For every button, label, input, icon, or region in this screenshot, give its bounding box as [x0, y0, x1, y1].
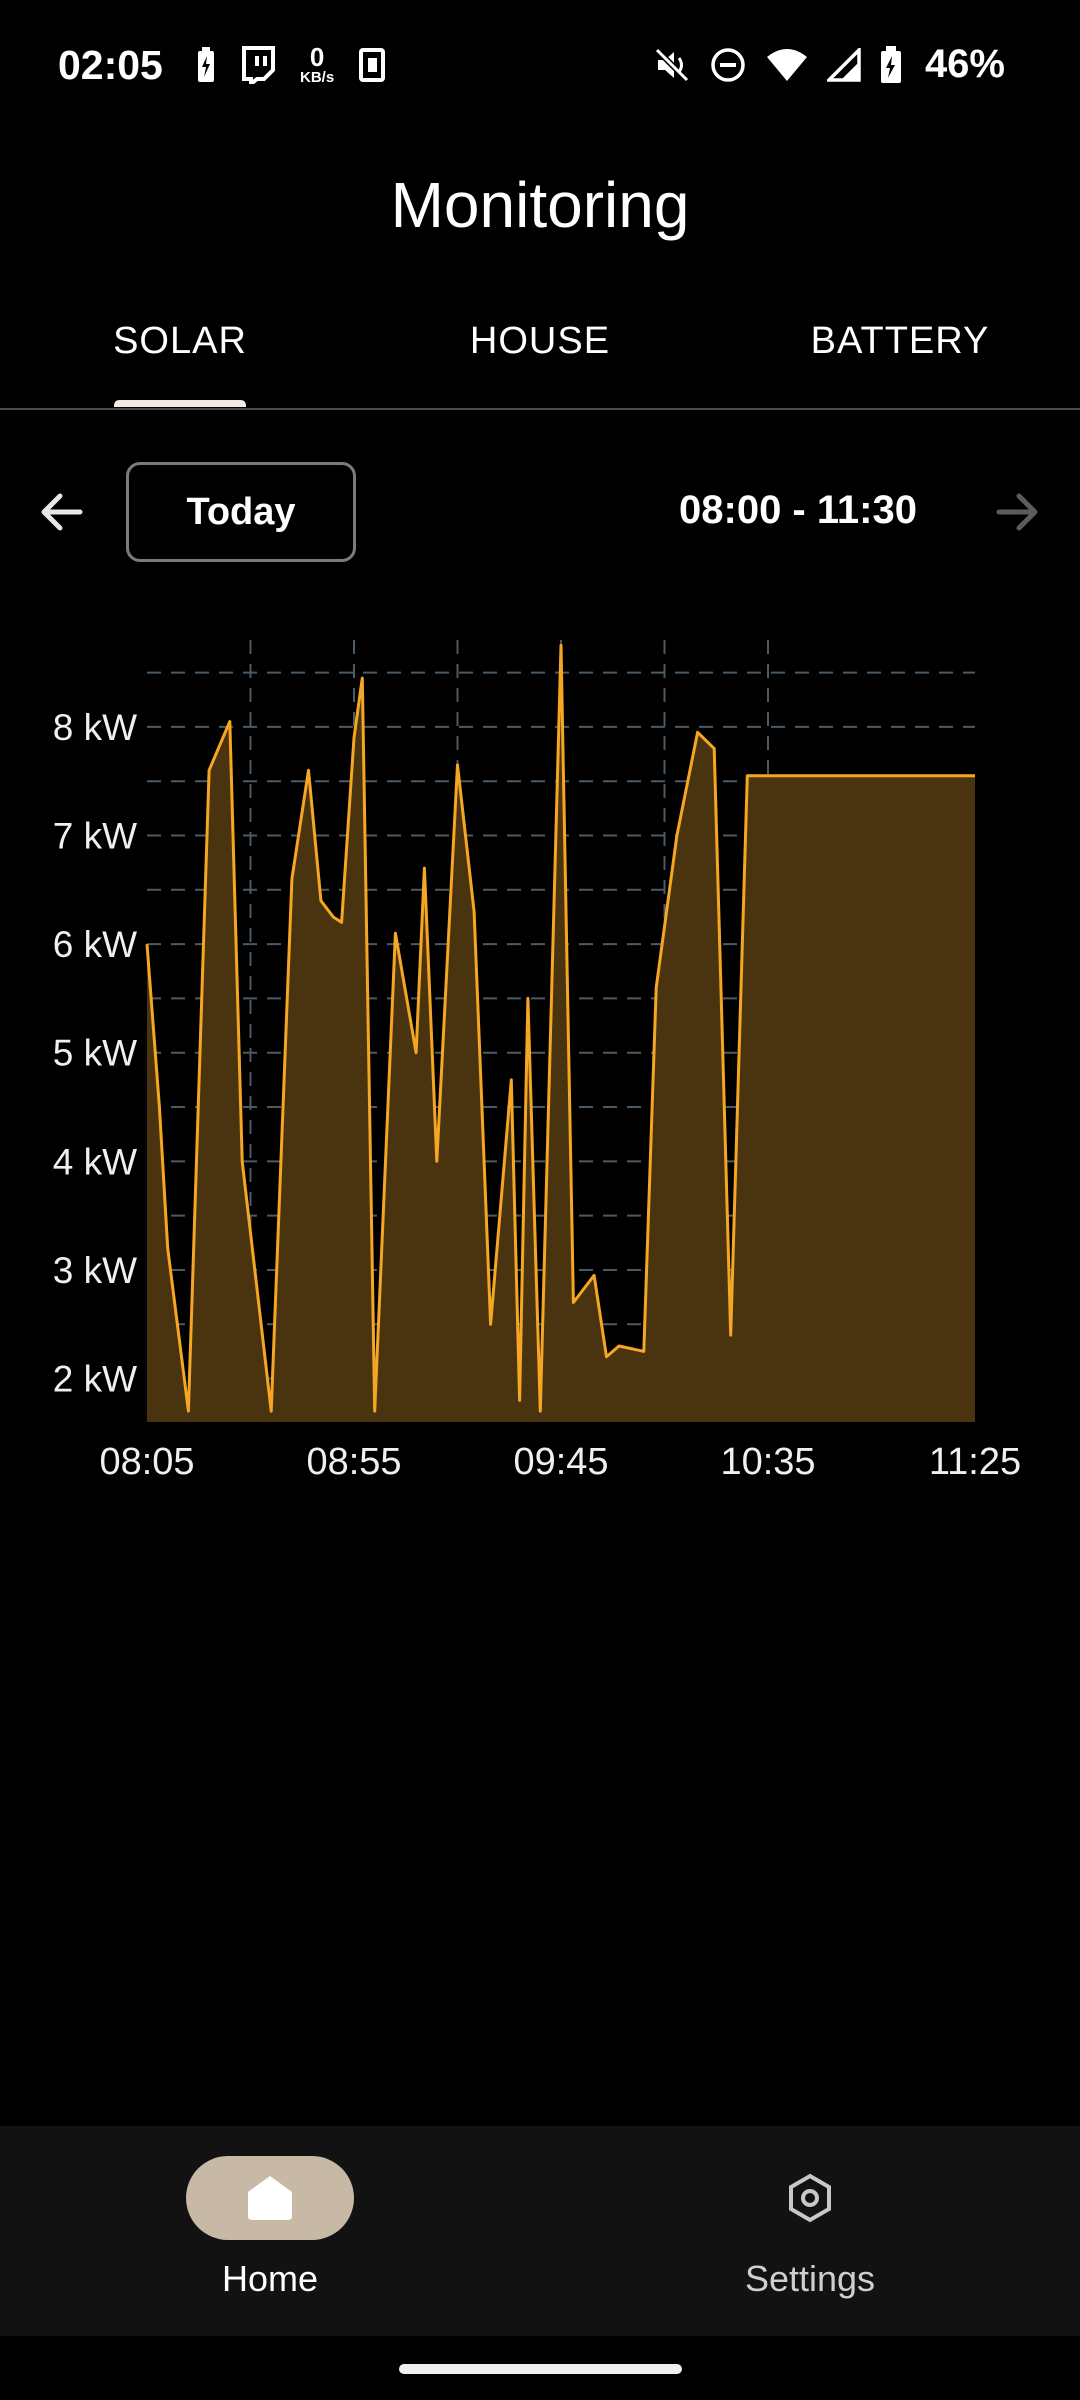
- bottom-navigation: Home Settings: [0, 2126, 1080, 2336]
- arrow-forward-icon[interactable]: [985, 480, 1049, 544]
- nav-settings-pill: [726, 2156, 894, 2240]
- nav-home[interactable]: Home: [90, 2156, 450, 2300]
- y-tick-label: 3 kW: [53, 1250, 137, 1291]
- netspeed-value: 0: [309, 42, 325, 72]
- range-selector: Today 08:00 - 11:30: [0, 460, 1080, 568]
- status-left-icons: 0 KB/s: [196, 44, 386, 85]
- solar-area-fill: [147, 645, 975, 1422]
- netspeed-unit: KB/s: [300, 69, 335, 86]
- wifi-icon: [766, 48, 807, 81]
- status-right-icons: 46%: [653, 42, 1005, 87]
- sim-icon: [359, 47, 386, 82]
- mute-icon: [654, 47, 690, 82]
- battery-icon: [880, 45, 901, 83]
- x-tick-label: 10:35: [720, 1441, 815, 1483]
- solar-series-line: [145, 643, 975, 1413]
- signal-icon: [826, 47, 861, 82]
- solar-power-chart: 2 kW 3 kW 4 kW 5 kW 6 kW 7 kW 8 kW 08:05 08:55 09…: [53, 640, 1021, 1483]
- nav-settings-label: Settings: [744, 2258, 876, 2299]
- netspeed-indicator: 0 KB/s: [300, 44, 334, 85]
- battery-percent: 46%: [924, 42, 1005, 86]
- y-tick-label: 6 kW: [53, 924, 137, 965]
- do-not-disturb-icon: [711, 47, 745, 82]
- page-title: Monitoring: [390, 169, 690, 241]
- status-bar: 02:05 0 KB/s: [0, 0, 1080, 135]
- x-tick-label: 08:55: [306, 1441, 401, 1483]
- nav-home-label: Home: [221, 2258, 319, 2299]
- battery-charging-icon: [198, 46, 214, 82]
- arrow-back-icon[interactable]: [30, 480, 94, 544]
- y-tick-label: 8 kW: [53, 707, 137, 748]
- tab-solar[interactable]: SOLAR: [113, 320, 247, 362]
- active-tab-indicator: [114, 400, 246, 407]
- nav-home-pill: [186, 2156, 354, 2240]
- y-tick-label: 5 kW: [53, 1033, 137, 1074]
- y-tick-label: 4 kW: [53, 1141, 137, 1182]
- today-button[interactable]: Today: [126, 462, 356, 562]
- home-icon: [248, 2176, 292, 2220]
- y-tick-label: 2 kW: [53, 1359, 137, 1400]
- settings-icon: [789, 2173, 831, 2223]
- y-tick-label: 7 kW: [53, 816, 137, 857]
- x-tick-label: 11:25: [929, 1441, 1021, 1483]
- nav-settings[interactable]: Settings: [630, 2156, 990, 2300]
- tab-battery[interactable]: BATTERY: [810, 320, 990, 362]
- time-range-label: 08:00 - 11:30: [679, 488, 917, 532]
- twitch-icon: [242, 45, 275, 84]
- x-tick-label: 09:45: [513, 1441, 608, 1483]
- status-time: 02:05: [58, 42, 163, 88]
- x-tick-label: 08:05: [99, 1441, 194, 1483]
- tab-bar: SOLAR HOUSE BATTERY: [0, 300, 1080, 410]
- tab-house[interactable]: HOUSE: [469, 320, 611, 362]
- gesture-bar: [399, 2364, 682, 2374]
